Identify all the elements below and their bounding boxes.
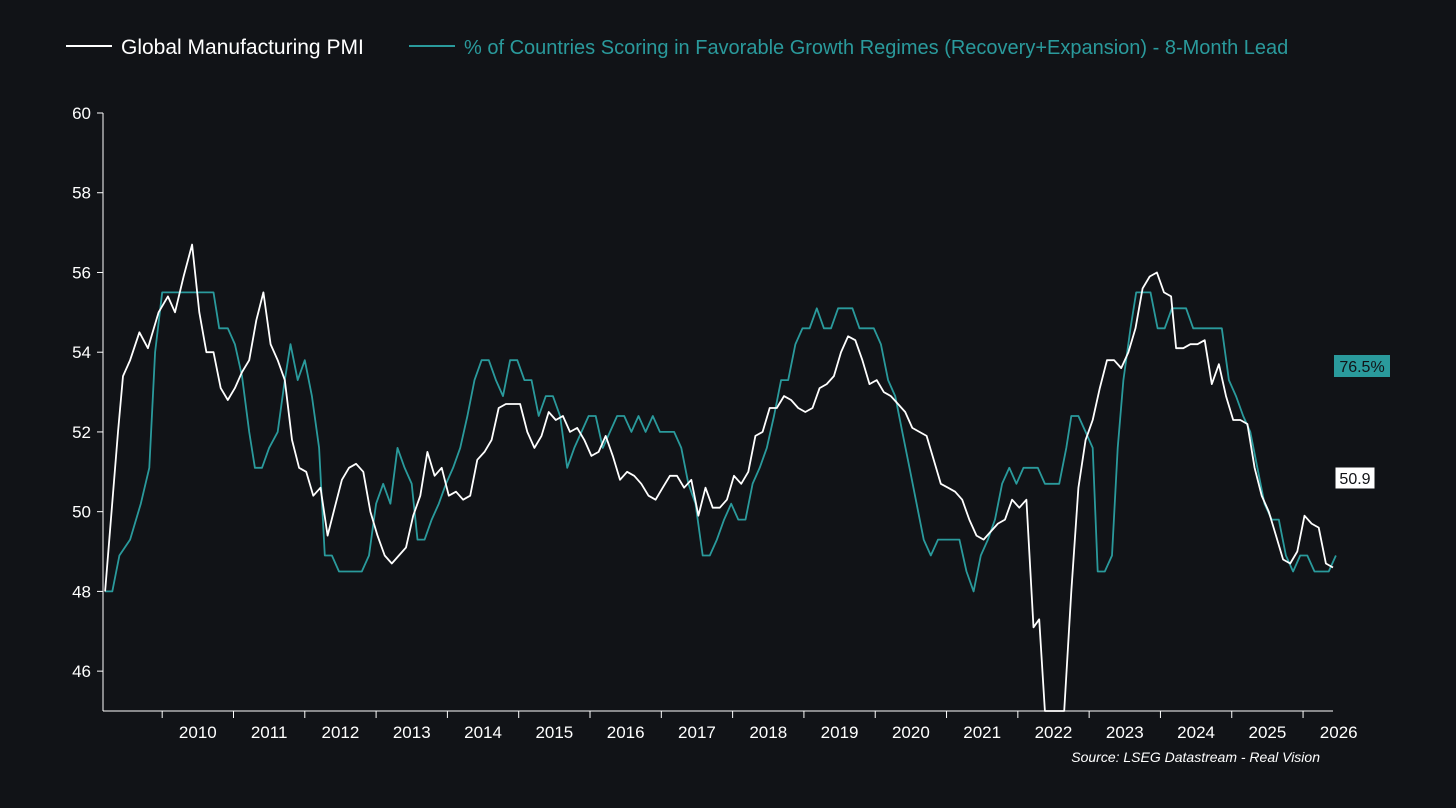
- series-line-regimes: [105, 291, 1337, 593]
- end-label-pmi-box: [1334, 466, 1376, 490]
- series-line-pmi: [104, 243, 1334, 712]
- end-label-pmi: 50.9: [1334, 466, 1376, 490]
- end-label-regimes-text: 76.5%: [1339, 359, 1384, 376]
- x-tick-label-2010: 2010: [179, 723, 217, 742]
- x-tick-label-2026: 2026: [1320, 723, 1358, 742]
- x-tick-label-2022: 2022: [1035, 723, 1073, 742]
- x-tick-label-2019: 2019: [821, 723, 859, 742]
- x-tick-label-2018: 2018: [749, 723, 787, 742]
- y-tick-label-60: 60: [72, 104, 91, 123]
- y-ticks: 46 48 50 52 54 56 58 60: [72, 104, 103, 681]
- y-tick-label-48: 48: [72, 582, 91, 601]
- source-note: Source: LSEG Datastream - Real Vision: [1071, 749, 1320, 765]
- y-tick-label-56: 56: [72, 263, 91, 282]
- x-tick-label-2014: 2014: [464, 723, 502, 742]
- y-tick-label-52: 52: [72, 423, 91, 442]
- x-tick-label-2017: 2017: [678, 723, 716, 742]
- x-tick-label-2012: 2012: [322, 723, 360, 742]
- end-label-regimes: 76.5%: [1334, 355, 1390, 377]
- x-tick-label-2015: 2015: [535, 723, 573, 742]
- end-label-pmi-text: 50.9: [1339, 471, 1370, 488]
- x-tick-label-2020: 2020: [892, 723, 930, 742]
- x-ticks: 2010 2011 2012 2013 2014 2015 2016 2017 2018 2019…: [161, 711, 1358, 742]
- x-tick-label-2016: 2016: [607, 723, 645, 742]
- x-tick-label-2024: 2024: [1177, 723, 1215, 742]
- x-tick-label-2021: 2021: [963, 723, 1001, 742]
- y-tick-label-50: 50: [72, 503, 91, 522]
- legend: Global Manufacturing PMI % of Countries …: [66, 36, 1288, 59]
- y-tick-label-54: 54: [72, 343, 91, 362]
- end-label-regimes-box: [1334, 355, 1390, 377]
- axes: [102, 113, 1333, 712]
- x-tick-label-2011: 2011: [251, 723, 288, 742]
- x-tick-label-2013: 2013: [393, 723, 431, 742]
- x-tick-label-2023: 2023: [1106, 723, 1144, 742]
- y-tick-label-46: 46: [72, 662, 91, 681]
- x-tick-label-2025: 2025: [1248, 723, 1286, 742]
- legend-regimes-label: % of Countries Scoring in Favorable Grow…: [464, 37, 1288, 59]
- y-tick-label-58: 58: [72, 184, 91, 203]
- series-layer: [104, 243, 1337, 712]
- legend-pmi-label: Global Manufacturing PMI: [121, 36, 364, 59]
